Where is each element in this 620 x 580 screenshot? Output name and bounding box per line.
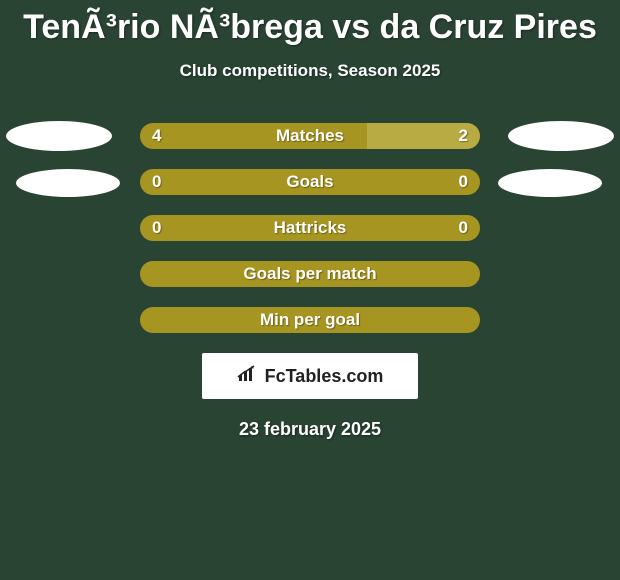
stat-row: Matches4 2 [0, 123, 620, 149]
player-avatar-left [6, 121, 112, 151]
stat-label: Goals per match [140, 261, 480, 287]
page-subtitle: Club competitions, Season 2025 [0, 61, 620, 81]
player-avatar-right [498, 169, 602, 197]
stat-bar: Min per goal [140, 307, 480, 333]
source-badge-text: FcTables.com [265, 366, 384, 387]
stat-bar: Goals per match [140, 261, 480, 287]
stat-label: Min per goal [140, 307, 480, 333]
stat-value-left: 0 [152, 215, 161, 241]
stat-label: Hattricks [140, 215, 480, 241]
chart-icon [237, 365, 259, 388]
stat-value-left: 0 [152, 169, 161, 195]
stat-value-right: 0 [459, 215, 468, 241]
stat-row: Goals per match [0, 261, 620, 287]
stat-row: Hattricks0 0 [0, 215, 620, 241]
stat-label: Matches [140, 123, 480, 149]
stats-rows: Matches42Goals00Hattricks00Goals per mat… [0, 123, 620, 333]
stat-bar: Hattricks0 0 [140, 215, 480, 241]
stat-value-right: 2 [459, 123, 468, 149]
stat-bar: Goals0 0 [140, 169, 480, 195]
stat-value-left: 4 [152, 123, 161, 149]
player-avatar-right [508, 121, 614, 151]
stat-value-right: 0 [459, 169, 468, 195]
stat-row: Goals0 0 [0, 169, 620, 195]
stat-bar: Matches4 2 [140, 123, 480, 149]
stat-row: Min per goal [0, 307, 620, 333]
snapshot-date: 23 february 2025 [0, 419, 620, 440]
stat-label: Goals [140, 169, 480, 195]
player-avatar-left [16, 169, 120, 197]
source-badge[interactable]: FcTables.com [202, 353, 418, 399]
page-title: TenÃ³rio NÃ³brega vs da Cruz Pires [0, 0, 620, 47]
